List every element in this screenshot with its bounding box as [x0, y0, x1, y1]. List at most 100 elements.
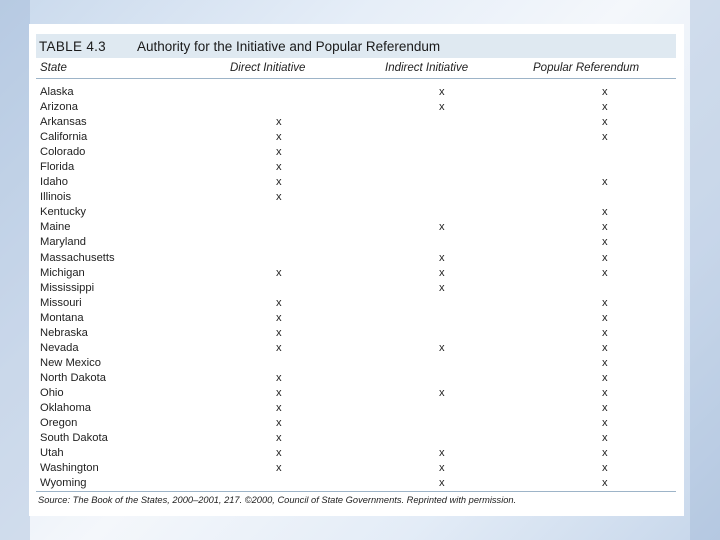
- table-label: TABLE 4.3: [39, 38, 106, 54]
- direct-initiative-cell: [226, 356, 381, 371]
- direct-initiative-cell: [226, 251, 381, 266]
- direct-initiative-cell: x: [276, 432, 282, 445]
- state-cell: Maryland: [40, 236, 87, 249]
- table-row: Michigan x x x: [36, 266, 676, 281]
- table-row: Nevada x x x: [36, 341, 676, 356]
- direct-initiative-cell: x: [276, 417, 282, 430]
- direct-initiative-cell: x: [276, 191, 282, 204]
- indirect-initiative-cell: x: [439, 221, 445, 234]
- table-row: Wyoming x x: [36, 476, 676, 491]
- popular-referendum-cell: x: [602, 356, 608, 369]
- table-row: Ohio x x x: [36, 386, 676, 401]
- source-text: The Book of the States, 2000–2001, 217. …: [72, 495, 517, 506]
- state-cell: Ohio: [40, 386, 64, 399]
- indirect-initiative-cell: x: [439, 86, 445, 98]
- table-row: Arizona x x: [36, 100, 676, 115]
- popular-referendum-cell: x: [602, 116, 608, 129]
- direct-initiative-cell: x: [276, 311, 282, 324]
- popular-referendum-cell: x: [602, 176, 608, 189]
- indirect-initiative-cell: [381, 326, 531, 341]
- table-row: Idaho x x: [36, 175, 676, 190]
- table-body: Alaska x x Arizona x x Arkansas x x California x x C…: [36, 79, 676, 491]
- direct-initiative-cell: [226, 85, 381, 100]
- state-cell: Washington: [40, 462, 99, 475]
- popular-referendum-cell: x: [602, 462, 608, 475]
- direct-initiative-cell: [226, 476, 381, 491]
- table-row: Arkansas x x: [36, 115, 676, 130]
- indirect-initiative-cell: [381, 190, 531, 205]
- indirect-initiative-cell: x: [439, 477, 445, 490]
- state-cell: Kentucky: [40, 206, 87, 219]
- popular-referendum-cell: x: [602, 447, 608, 460]
- direct-initiative-cell: x: [276, 371, 282, 384]
- header-rule: [36, 78, 676, 79]
- indirect-initiative-cell: x: [439, 281, 445, 294]
- indirect-initiative-cell: x: [439, 251, 445, 264]
- direct-initiative-cell: x: [276, 161, 282, 174]
- popular-referendum-cell: x: [602, 401, 608, 414]
- state-cell: Oregon: [40, 417, 78, 430]
- popular-referendum-cell: x: [602, 236, 608, 249]
- popular-referendum-cell: [531, 281, 676, 296]
- state-cell: Maine: [40, 221, 71, 234]
- popular-referendum-cell: [531, 190, 676, 205]
- table-row: South Dakota x x: [36, 431, 676, 446]
- direct-initiative-cell: [226, 220, 381, 235]
- direct-initiative-cell: x: [276, 116, 282, 129]
- table-title: Authority for the Initiative and Popular…: [137, 38, 441, 54]
- indirect-initiative-cell: [381, 416, 531, 431]
- indirect-initiative-cell: [381, 371, 531, 386]
- direct-initiative-cell: [226, 281, 381, 296]
- data-table: TABLE 4.3 Authority for the Initiative a…: [36, 34, 676, 505]
- popular-referendum-cell: x: [602, 296, 608, 309]
- popular-referendum-cell: x: [602, 371, 608, 384]
- header-popular-referendum: Popular Referendum: [533, 62, 640, 74]
- direct-initiative-cell: x: [276, 326, 282, 339]
- direct-initiative-cell: x: [276, 447, 282, 460]
- indirect-initiative-cell: [381, 311, 531, 326]
- state-cell: Wyoming: [40, 477, 87, 490]
- table-header-row: State Direct Initiative Indirect Initiat…: [36, 58, 676, 78]
- table-row: Nebraska x x: [36, 326, 676, 341]
- table-row: New Mexico x: [36, 356, 676, 371]
- state-cell: Michigan: [40, 266, 85, 279]
- popular-referendum-cell: x: [602, 311, 608, 324]
- popular-referendum-cell: x: [602, 206, 608, 219]
- state-cell: Utah: [40, 447, 64, 460]
- popular-referendum-cell: [531, 160, 676, 175]
- header-state: State: [40, 62, 67, 74]
- indirect-initiative-cell: [381, 356, 531, 371]
- table-row: Maryland x: [36, 235, 676, 250]
- header-indirect-initiative: Indirect Initiative: [385, 62, 469, 74]
- popular-referendum-cell: x: [602, 251, 608, 264]
- indirect-initiative-cell: x: [439, 341, 445, 354]
- indirect-initiative-cell: [381, 175, 531, 190]
- table-row: Maine x x: [36, 220, 676, 235]
- direct-initiative-cell: [226, 100, 381, 115]
- direct-initiative-cell: x: [276, 176, 282, 189]
- direct-initiative-cell: x: [276, 401, 282, 414]
- popular-referendum-cell: [531, 145, 676, 160]
- table-row: California x x: [36, 130, 676, 145]
- direct-initiative-cell: x: [276, 131, 282, 144]
- table-row: Massachusetts x x: [36, 251, 676, 266]
- indirect-initiative-cell: x: [439, 386, 445, 399]
- direct-initiative-cell: x: [276, 266, 282, 279]
- indirect-initiative-cell: x: [439, 266, 445, 279]
- table-row: Oklahoma x x: [36, 401, 676, 416]
- slide-page: TABLE 4.3 Authority for the Initiative a…: [29, 24, 684, 516]
- state-cell: Alaska: [40, 86, 74, 98]
- background-stripe: [690, 0, 720, 540]
- source-note: Source: The Book of the States, 2000–200…: [36, 495, 676, 505]
- table-row: Colorado x: [36, 145, 676, 160]
- popular-referendum-cell: x: [602, 221, 608, 234]
- state-cell: Nebraska: [40, 326, 88, 339]
- source-label: Source:: [38, 495, 71, 506]
- state-cell: Arkansas: [40, 116, 87, 129]
- state-cell: North Dakota: [40, 371, 106, 384]
- table-row: Oregon x x: [36, 416, 676, 431]
- table-row: Illinois x: [36, 190, 676, 205]
- state-cell: California: [40, 131, 88, 144]
- popular-referendum-cell: x: [602, 131, 608, 144]
- direct-initiative-cell: [226, 205, 381, 220]
